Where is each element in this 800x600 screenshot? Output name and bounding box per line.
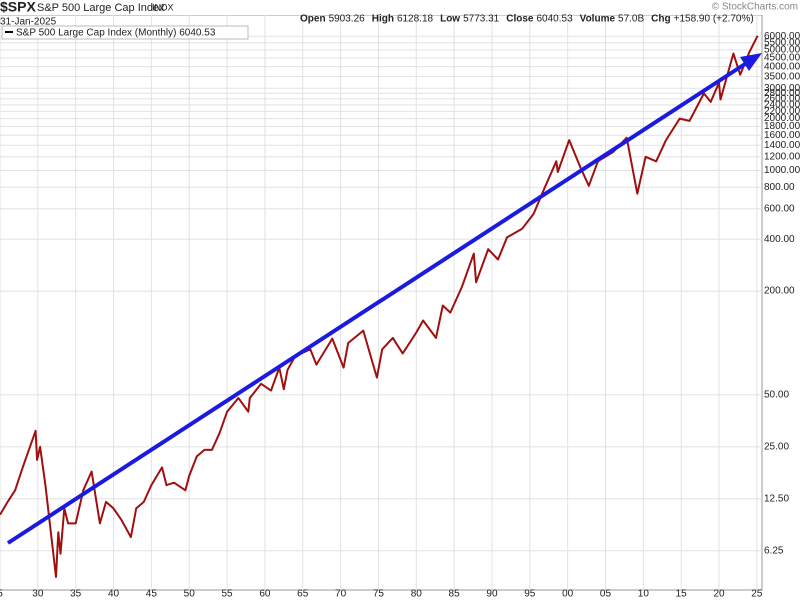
x-tick-label: 50 (184, 589, 196, 600)
y-tick-label: 4000.00 (764, 61, 800, 72)
y-tick-label: 3500.00 (764, 71, 800, 82)
y-tick-label: 5000.00 (764, 45, 800, 56)
copyright: © StockCharts.com (712, 2, 798, 13)
y-tick-label: 1400.00 (764, 140, 800, 151)
y-tick-label: 600.00 (764, 203, 795, 214)
x-tick-label: 80 (411, 589, 423, 600)
quote-label: Close (506, 14, 534, 25)
x-tick-label: 15 (676, 589, 688, 600)
trend-line (6, 62, 747, 545)
x-tick-label: 35 (70, 589, 82, 600)
x-tick-label: 5 (0, 589, 3, 600)
date: 31-Jan-2025 (0, 17, 57, 28)
x-tick-label: 00 (562, 589, 574, 600)
quote-value: 6128.18 (397, 14, 434, 25)
x-tick-label: 90 (486, 589, 498, 600)
y-tick-label: 2600.00 (764, 94, 800, 105)
y-tick-label: 2200.00 (764, 106, 800, 117)
x-tick-label: 20 (713, 589, 725, 600)
grid (0, 15, 762, 590)
y-tick-label: 800.00 (764, 182, 795, 193)
x-tick-label: 10 (638, 589, 650, 600)
quote-label: Open (300, 14, 326, 25)
y-tick-label: 1200.00 (764, 151, 800, 162)
y-tick-label: 6.25 (764, 545, 784, 556)
quote-label: Chg (651, 14, 670, 25)
trend-arrow (6, 53, 762, 545)
y-tick-label: 5500.00 (764, 37, 800, 48)
x-tick-label: 55 (221, 589, 233, 600)
x-tick-label: 70 (335, 589, 347, 600)
y-tick-label: 1600.00 (764, 130, 800, 141)
exchange: INDX (152, 2, 174, 12)
y-tick-label: 200.00 (764, 286, 795, 297)
y-tick-label: 6000.00 (764, 31, 800, 42)
header-bg (0, 0, 800, 15)
x-tick-label: 75 (373, 589, 385, 600)
quote-value: 57.0B (618, 14, 644, 25)
x-tick-label: 95 (524, 589, 536, 600)
arrow-head (740, 53, 762, 71)
quote-value: 5773.31 (463, 14, 500, 25)
x-tick-label: 60 (259, 589, 271, 600)
quote-value: +158.90 (+2.70%) (674, 14, 754, 25)
y-tick-label: 1000.00 (764, 165, 800, 176)
y-tick-label: 3000.00 (764, 83, 800, 94)
quote-label: High (372, 14, 394, 25)
y-tick-label: 2800.00 (764, 88, 800, 99)
index-name: S&P 500 Large Cap Index (37, 2, 165, 14)
quote-value: 6040.53 (536, 14, 573, 25)
quote: Open 5903.26 High 6128.18 Low 5773.31 Close 604… (300, 14, 754, 25)
legend-label: S&P 500 Large Cap Index (Monthly) 6040.5… (16, 28, 216, 39)
y-tick-label: 12.50 (764, 493, 789, 504)
y-tick-label: 1800.00 (764, 121, 800, 132)
x-tick-label: 85 (449, 589, 461, 600)
y-tick-label: 2400.00 (764, 100, 800, 111)
quote-value: 5903.26 (329, 14, 366, 25)
quote-label: Low (440, 14, 460, 25)
x-tick-label: 45 (146, 589, 158, 600)
y-tick-label: 400.00 (764, 234, 795, 245)
y-tick-label: 4500.00 (764, 52, 800, 63)
x-tick-label: 65 (297, 589, 309, 600)
y-tick-label: 2000.00 (764, 113, 800, 124)
y-tick-label: 50.00 (764, 390, 789, 401)
quote-label: Volume (580, 14, 616, 25)
x-tick-label: 40 (108, 589, 120, 600)
x-tick-label: 05 (600, 589, 612, 600)
x-tick-label: 30 (32, 589, 44, 600)
y-tick-label: 25.00 (764, 442, 789, 453)
x-tick-label: 25 (751, 589, 763, 600)
legend-box (1, 25, 249, 40)
symbol: $SPX (0, 0, 36, 15)
